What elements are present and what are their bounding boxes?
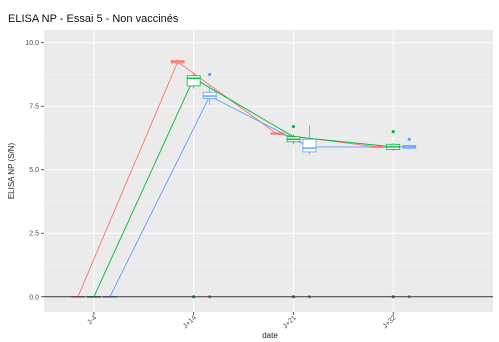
outlier-point [291, 124, 296, 129]
x-axis-label: date [262, 331, 278, 340]
plot-panel [44, 30, 493, 312]
y-tick-label: 2.5 [29, 231, 39, 238]
boxplot [402, 137, 417, 299]
series-lines [77, 61, 410, 298]
x-tick-label: J+21 [282, 314, 298, 330]
boxplot [286, 124, 301, 299]
series-line [109, 95, 410, 298]
x-tick-label: J-4 [86, 314, 98, 326]
x-tick-label: J+14 [182, 314, 198, 330]
boxplot [270, 132, 285, 135]
x-axis-ticks: J-4 J+14 J+21 J+32 [86, 312, 398, 330]
boxplot [202, 72, 217, 299]
y-tick-label: 7.5 [29, 104, 39, 111]
outlier-point [407, 137, 411, 141]
y-axis-label: ELISA NP (S/N) [7, 143, 16, 200]
y-tick-label: 5.0 [29, 167, 39, 174]
y-tick-label: 0.0 [29, 294, 39, 301]
boxplot [186, 73, 201, 299]
chart-title: ELISA NP - Essai 5 - Non vaccinés [8, 13, 179, 25]
boxplot [370, 145, 385, 148]
box-iqr [302, 138, 317, 153]
box-iqr [186, 75, 201, 87]
outlier-point [391, 130, 395, 134]
x-tick-label: J+32 [382, 314, 398, 330]
y-axis-ticks: 0.0 2.5 5.0 7.5 10.0 [25, 40, 44, 301]
y-tick-label: 10.0 [25, 40, 39, 47]
boxplot [170, 59, 185, 65]
outlier-point [208, 72, 212, 77]
series-line [93, 77, 394, 297]
